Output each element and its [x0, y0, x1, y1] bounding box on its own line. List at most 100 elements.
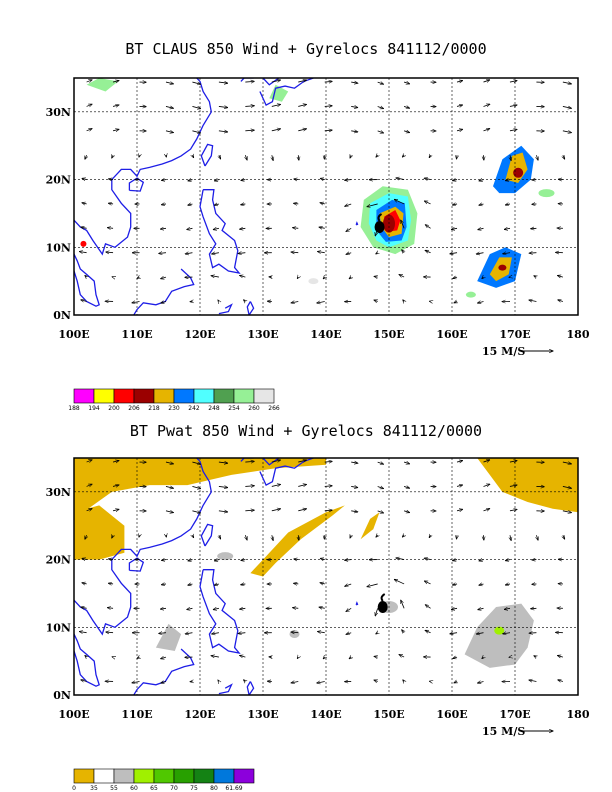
wind-vector	[86, 129, 93, 131]
wind-vector	[425, 225, 431, 229]
wind-vector	[187, 608, 193, 609]
x-tick-label: 120E	[184, 708, 215, 721]
wind-vector	[317, 251, 325, 252]
coastlines	[74, 78, 359, 315]
wind-vector	[85, 535, 87, 539]
wind-vector	[425, 250, 431, 252]
wind-vector	[375, 608, 377, 616]
wind-vector	[320, 583, 325, 584]
wind-vector	[159, 633, 167, 634]
wind-vector	[563, 155, 565, 159]
coastline	[199, 189, 241, 274]
x-tick-label: 180	[567, 328, 590, 341]
wind-vector	[245, 461, 254, 462]
cloud-north-green	[86, 78, 119, 92]
y-tick-label: 10N	[46, 241, 71, 254]
wind-vector	[112, 509, 119, 511]
wind-vector	[452, 204, 458, 205]
wind-vector	[139, 535, 140, 537]
wind-vector	[510, 535, 511, 540]
wind-vector	[214, 584, 220, 585]
wind-vector	[399, 654, 405, 657]
coastline	[355, 601, 359, 606]
coastline	[355, 221, 359, 226]
pwat-east-patch	[360, 512, 380, 540]
wind-vector	[505, 204, 511, 205]
coastline	[246, 301, 255, 315]
wind-vector	[188, 180, 193, 181]
wind-vector	[349, 657, 351, 659]
wind-vector	[271, 509, 281, 511]
x-tick-label: 180	[567, 708, 590, 721]
wind-vector	[350, 535, 351, 538]
wind-vector	[396, 558, 405, 560]
wind-vector	[456, 129, 463, 131]
wind-vector	[245, 106, 254, 107]
wind-vector	[86, 460, 93, 462]
wind-vector	[424, 201, 431, 205]
wind-vector	[345, 560, 352, 561]
wind-vector	[323, 657, 324, 659]
wind-vector	[298, 104, 306, 106]
wind-vector	[238, 253, 246, 254]
wind-vector	[187, 228, 193, 229]
x-tick-label: 130E	[247, 708, 278, 721]
wind-vector	[529, 680, 537, 681]
wind-vector	[79, 631, 87, 632]
wind-vector	[403, 300, 404, 302]
coastline	[218, 683, 233, 695]
wind-vector	[212, 253, 219, 254]
wind-vector	[403, 486, 410, 488]
wind-vector	[351, 511, 358, 512]
wind-vector	[109, 179, 114, 180]
wind-vector	[324, 106, 333, 107]
wind-vector	[188, 584, 193, 585]
wind-vector	[86, 509, 93, 511]
colorbar-label: 260	[248, 405, 260, 412]
x-tick-label: 160E	[436, 328, 467, 341]
wind-vector	[81, 300, 87, 302]
wind-vector	[112, 81, 119, 83]
coastline	[199, 569, 241, 654]
wind-vector	[218, 680, 219, 681]
wind-vector	[291, 632, 299, 633]
wind-vector	[452, 584, 458, 585]
wind-vector	[161, 584, 167, 585]
wind-vector	[271, 460, 281, 462]
wind-vector	[161, 560, 167, 561]
wind-vector	[245, 155, 247, 160]
wind-vector	[483, 484, 490, 486]
cloud-east-green	[538, 189, 555, 198]
wind-vector	[320, 558, 325, 559]
wind-vector	[298, 460, 306, 462]
y-tick-label: 20N	[46, 174, 71, 187]
wind-vector	[112, 129, 119, 131]
wind-vector	[454, 301, 457, 302]
wind-vector	[298, 80, 306, 82]
wind-vector	[218, 106, 228, 107]
coastlines	[74, 458, 359, 695]
wind-vector	[238, 633, 246, 634]
wind-vector	[562, 511, 572, 513]
wind-vector	[108, 203, 114, 204]
wind-vector	[211, 276, 219, 277]
wind-vector	[79, 251, 87, 252]
wind-vector	[86, 484, 93, 486]
colorbar-label: 206	[128, 405, 140, 412]
wind-vector	[112, 535, 113, 538]
wind-vector	[346, 253, 352, 255]
coastline	[128, 557, 145, 572]
wind-vector	[82, 558, 87, 559]
wind-vector	[272, 535, 273, 540]
wind-vector	[456, 485, 463, 487]
colorbar-swatch	[253, 388, 275, 404]
wind-vector	[425, 630, 431, 632]
colorbar-label: 254	[228, 405, 240, 412]
wind-vector	[367, 203, 378, 207]
wind-vector	[563, 535, 565, 539]
wind-vector	[137, 277, 139, 278]
wind-vector	[245, 486, 254, 487]
wind-vector	[456, 509, 463, 511]
wind-vector	[212, 633, 219, 634]
y-tick-label: 10N	[46, 621, 71, 634]
